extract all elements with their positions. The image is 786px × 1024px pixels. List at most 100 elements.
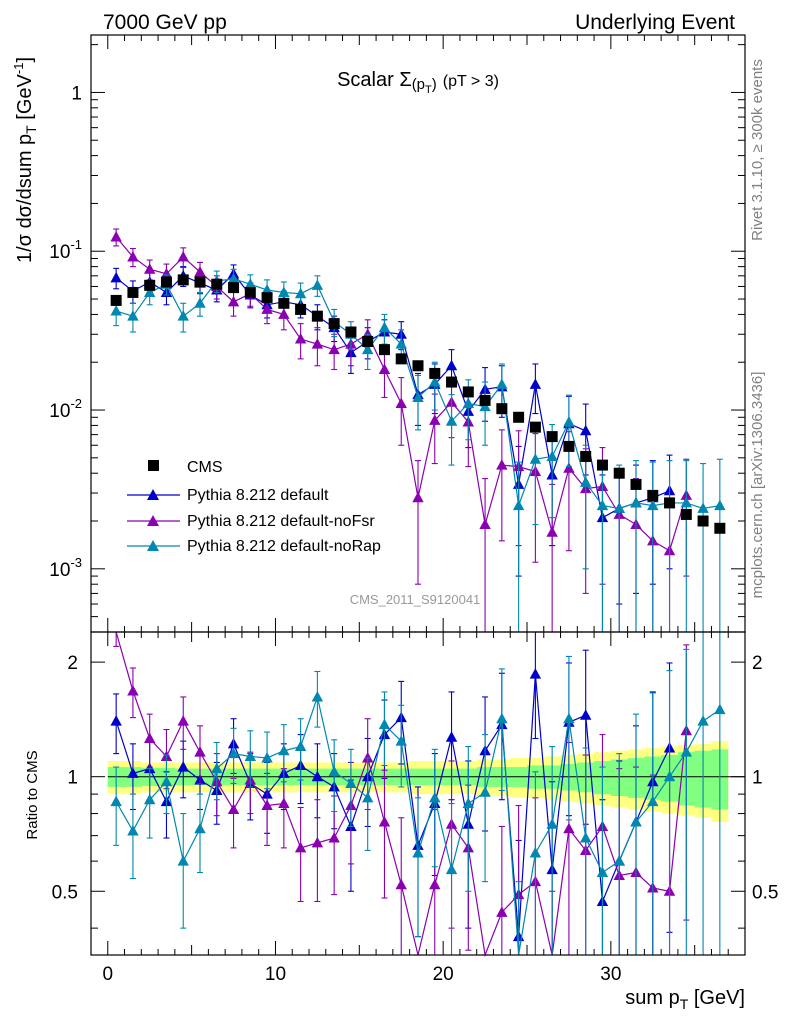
- reference-point: [479, 394, 491, 406]
- ylabel-sub: T: [23, 125, 39, 134]
- main-point: [445, 415, 458, 426]
- reference-point: [630, 478, 642, 490]
- reference-point: [395, 353, 407, 365]
- main-point: [294, 333, 307, 344]
- legend-marker-nofsr: [147, 515, 159, 526]
- main-point: [429, 414, 441, 425]
- xlabel-unit: [GeV]: [688, 987, 745, 1009]
- legend-label-nofsr: Pythia 8.212 default-noFsr: [187, 513, 375, 530]
- main-point: [227, 295, 240, 307]
- ratio-point: [412, 847, 424, 858]
- y-tick-label: 10-2: [49, 396, 82, 422]
- ratio-point: [177, 761, 189, 772]
- title-arg-open: (p: [412, 76, 425, 93]
- ratio-point: [177, 715, 189, 726]
- ratio-point: [579, 709, 592, 720]
- header-left: 7000 GeV pp: [103, 11, 227, 34]
- legend-marker-cms: [148, 460, 159, 471]
- ratio-point: [462, 797, 475, 809]
- ratio-point: [311, 690, 324, 702]
- main-point: [378, 363, 391, 374]
- main-point: [227, 272, 240, 284]
- main-point: [160, 267, 173, 279]
- ratio-tick-label-left: 2: [67, 653, 78, 674]
- main-point: [361, 343, 374, 355]
- reference-point: [228, 282, 240, 294]
- main-point: [647, 499, 659, 511]
- ratio-point: [529, 668, 542, 679]
- reference-point: [680, 508, 692, 520]
- x-axis-label: sum pT [GeV]: [625, 987, 745, 1012]
- ratio-point: [261, 751, 273, 763]
- ratio-point: [663, 770, 676, 782]
- ylabel-b: [GeV: [14, 73, 36, 125]
- ratio-point: [143, 793, 156, 805]
- ratio-point: [177, 855, 189, 866]
- ratio-point: [378, 816, 391, 827]
- legend-label-default: Pythia 8.212 default: [187, 487, 329, 504]
- main-point: [278, 286, 290, 297]
- reference-point: [211, 278, 223, 290]
- reference-point: [177, 274, 189, 286]
- main-point: [311, 338, 324, 349]
- reference-point: [613, 467, 625, 479]
- ratio-point: [496, 712, 508, 724]
- ratio-point: [328, 765, 340, 777]
- reference-point: [429, 367, 441, 379]
- ratio-point: [110, 715, 122, 726]
- ratio-point: [244, 750, 257, 761]
- ratio-point: [445, 863, 458, 875]
- ratio-point: [294, 841, 307, 853]
- xlabel-main: sum p: [625, 987, 679, 1009]
- main-point: [546, 450, 558, 461]
- reference-point: [311, 310, 323, 322]
- main-point: [244, 278, 257, 289]
- main-point: [529, 378, 542, 389]
- main-point: [714, 499, 726, 511]
- reference-point: [127, 286, 139, 298]
- ratio-point: [546, 818, 558, 829]
- ratio-point: [194, 822, 206, 834]
- ratio-point: [261, 799, 273, 811]
- title-arg-sub: T: [425, 84, 432, 96]
- ratio-point: [378, 718, 391, 730]
- ratio-point: [529, 847, 542, 858]
- main-point: [412, 491, 424, 503]
- ratio-point: [714, 703, 726, 715]
- ratio-point: [211, 762, 223, 774]
- reference-series: [110, 274, 726, 534]
- main-point: [680, 496, 693, 508]
- ratio-point: [496, 906, 508, 917]
- main-point: [311, 279, 324, 290]
- analysis-label: CMS_2011_S9120041: [350, 592, 481, 607]
- main-point: [596, 499, 609, 511]
- main-point: [429, 376, 441, 387]
- main-point: [143, 263, 156, 274]
- reference-point: [244, 286, 256, 298]
- reference-point: [647, 489, 659, 501]
- reference-point: [496, 403, 508, 415]
- ratio-point: [613, 855, 625, 866]
- ratio-point: [311, 770, 324, 782]
- main-series-1: [110, 228, 693, 632]
- ratio-tick-label-right: 2: [752, 653, 763, 674]
- main-point: [630, 496, 642, 508]
- ratio-point: [143, 732, 156, 743]
- reference-point: [110, 294, 122, 306]
- reference-point: [378, 344, 390, 356]
- main-point: [462, 397, 475, 408]
- ratio-point: [160, 775, 173, 787]
- main-point: [127, 250, 139, 262]
- x-tick-label: 0: [102, 964, 113, 985]
- ratio-point: [194, 746, 206, 757]
- legend: CMS Pythia 8.212 default Pythia 8.212 de…: [127, 459, 381, 555]
- ratio-point: [395, 735, 407, 746]
- reference-point: [412, 360, 424, 372]
- main-point: [563, 462, 575, 473]
- x-tick-label: 20: [433, 964, 454, 985]
- main-point: [261, 303, 273, 314]
- ratio-series-2: [110, 632, 726, 956]
- main-point: [496, 459, 508, 470]
- reference-point: [446, 376, 458, 388]
- main-plot-series: [110, 228, 726, 632]
